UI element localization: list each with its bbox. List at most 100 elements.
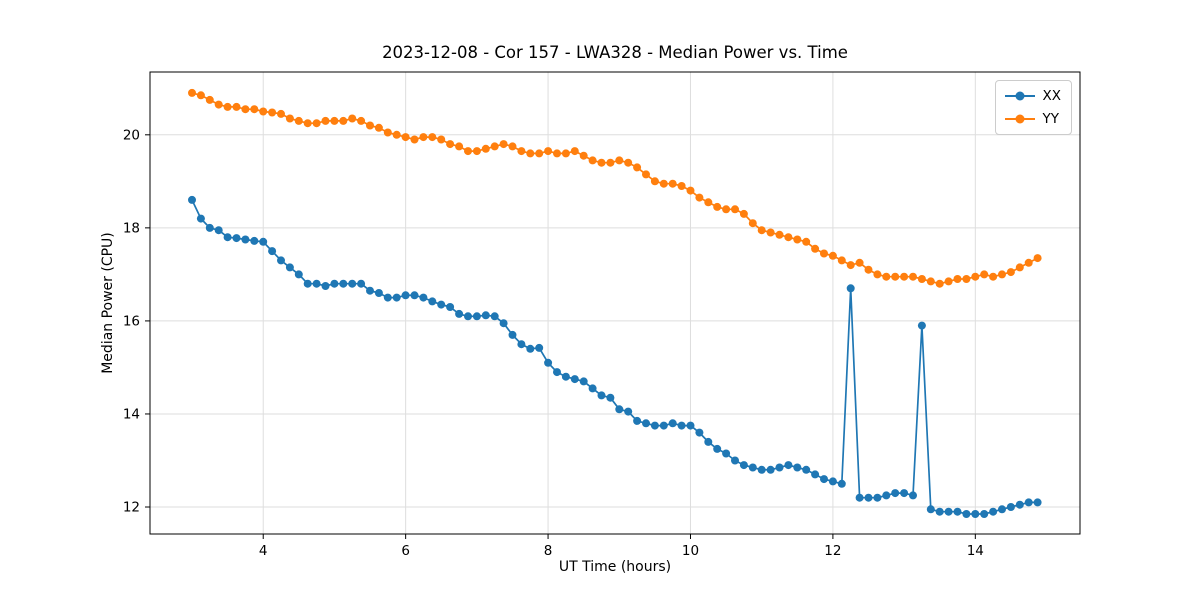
series-XX-marker xyxy=(419,293,428,302)
series-YY-marker xyxy=(677,182,686,190)
series-XX-marker xyxy=(205,223,214,232)
series-YY-marker xyxy=(214,100,223,109)
series-XX-marker xyxy=(597,391,606,400)
series-YY-marker xyxy=(855,258,864,267)
series-YY-marker xyxy=(722,205,731,214)
series-YY-marker xyxy=(846,261,855,270)
series-XX-marker xyxy=(196,214,205,223)
x-tick-label: 6 xyxy=(401,543,410,559)
series-XX-marker xyxy=(1024,498,1033,507)
series-YY-marker xyxy=(909,272,917,281)
series-YY-marker xyxy=(241,105,250,114)
series-XX-marker xyxy=(971,510,980,518)
x-tick-label: 8 xyxy=(544,543,553,559)
series-YY-marker xyxy=(312,119,321,128)
series-XX-marker xyxy=(481,311,490,320)
series-XX-marker xyxy=(633,416,642,425)
series-XX-marker xyxy=(455,309,464,318)
series-YY-marker xyxy=(232,102,241,111)
series-YY-marker xyxy=(188,88,196,97)
series-XX-marker xyxy=(392,293,401,302)
series-YY-marker xyxy=(793,235,802,244)
series-YY-marker xyxy=(686,186,695,195)
series-XX-marker xyxy=(642,419,650,428)
series-XX-marker xyxy=(374,289,383,297)
series-YY-marker xyxy=(285,114,294,123)
series-XX-marker xyxy=(980,510,989,518)
series-XX-marker xyxy=(277,256,285,265)
legend-line-marker-icon xyxy=(1004,114,1035,124)
series-XX-marker xyxy=(650,421,659,430)
series-YY-marker xyxy=(579,151,588,160)
y-tick-label: 12 xyxy=(123,500,140,516)
series-YY-marker xyxy=(401,133,410,142)
series-XX-marker xyxy=(1015,500,1024,509)
series-XX xyxy=(188,195,1042,518)
chart-title: 2023-12-08 - Cor 157 - LWA328 - Median P… xyxy=(382,43,848,62)
series-XX-marker xyxy=(766,465,775,474)
x-axis-label: UT Time (hours) xyxy=(558,559,672,575)
series-YY-marker xyxy=(704,198,713,207)
series-XX-marker xyxy=(499,319,508,328)
series-XX-marker xyxy=(659,421,668,430)
series-YY-marker xyxy=(259,107,268,116)
series-XX-marker xyxy=(989,507,998,516)
series-XX-marker xyxy=(223,233,232,242)
series-XX-marker xyxy=(294,270,303,279)
series-XX-marker xyxy=(615,405,624,414)
series-YY-marker xyxy=(935,279,944,288)
series-XX-marker xyxy=(588,384,597,393)
series-XX-marker xyxy=(232,234,241,243)
series-XX-marker xyxy=(891,489,900,498)
series-XX-marker xyxy=(188,195,196,204)
series-XX-marker xyxy=(731,456,739,465)
legend-item-YY: YY xyxy=(1004,111,1062,127)
series-XX-marker xyxy=(464,312,472,321)
series-YY-marker xyxy=(303,119,312,128)
series-XX-marker xyxy=(748,463,757,472)
series-XX-marker xyxy=(793,463,802,472)
series-YY-marker xyxy=(561,149,570,158)
series-YY-marker xyxy=(330,116,339,125)
y-tick-label: 14 xyxy=(123,406,140,422)
series-XX-marker xyxy=(713,444,722,453)
y-tick-label: 20 xyxy=(123,127,140,143)
series-YY-marker xyxy=(606,158,615,167)
series-YY-marker xyxy=(1015,263,1024,272)
series-YY-marker xyxy=(944,277,953,286)
series-YY-marker xyxy=(989,272,998,281)
series-XX-marker xyxy=(775,463,784,472)
series-YY-marker xyxy=(953,275,962,283)
series-YY-marker xyxy=(348,114,357,123)
series-YY-marker xyxy=(294,116,303,125)
legend-item-XX: XX xyxy=(1004,88,1061,104)
legend: XX YY xyxy=(994,80,1072,135)
series-XX-marker xyxy=(553,368,561,377)
series-XX-line xyxy=(191,199,1038,515)
series-YY-marker xyxy=(490,142,499,151)
series-YY-marker xyxy=(205,95,214,104)
x-tick-label: 4 xyxy=(259,543,268,559)
series-XX-marker xyxy=(837,479,846,488)
series-YY-marker xyxy=(357,116,366,125)
series-YY-marker xyxy=(695,193,704,202)
series-XX-marker xyxy=(330,279,339,288)
series-YY-marker xyxy=(891,272,900,281)
series-YY-marker xyxy=(766,228,775,237)
x-tick-label: 12 xyxy=(824,543,841,559)
series-XX-marker xyxy=(1033,498,1042,507)
series-YY-marker xyxy=(366,121,374,130)
series-XX-marker xyxy=(579,377,588,386)
series-YY-marker xyxy=(837,256,846,265)
series-XX-marker xyxy=(900,489,909,498)
series-YY-marker xyxy=(802,237,811,246)
series-XX-marker xyxy=(303,279,312,288)
series-YY-marker xyxy=(428,133,437,142)
series-YY-marker xyxy=(437,135,446,144)
series-XX-marker xyxy=(250,236,259,245)
series-XX-marker xyxy=(312,279,321,288)
series-YY-marker xyxy=(917,275,926,283)
series-XX-marker xyxy=(820,475,828,484)
series-XX-marker xyxy=(561,372,570,381)
